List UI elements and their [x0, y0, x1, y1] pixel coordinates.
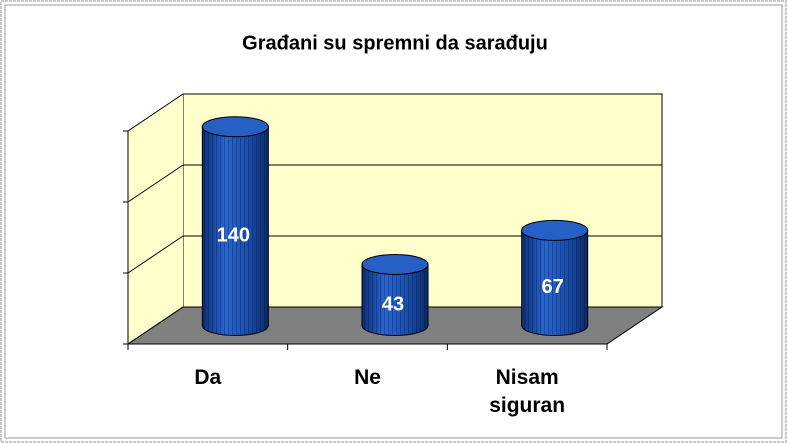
value-label: 43 [382, 293, 404, 315]
cylinder-stripes [202, 126, 269, 336]
cylinder: 43 [361, 253, 429, 336]
grid-line-side [127, 235, 184, 274]
side-wall [128, 94, 183, 344]
grid-line-side [127, 306, 184, 345]
value-label: 140 [217, 224, 250, 246]
plot-area: 140 43 67 [123, 93, 664, 350]
x-tick-label: Da [194, 366, 222, 389]
grid-line-side [127, 164, 184, 203]
x-tick-label: Ne [354, 366, 381, 389]
cylinder-top [201, 116, 269, 138]
cylinder-stripes [521, 230, 588, 336]
cylinder-top [361, 253, 429, 275]
cylinder-stripes [362, 264, 428, 336]
grid-line-side [127, 93, 184, 132]
x-tick-label: Nisam siguran [489, 366, 566, 417]
cylinder: 140 [201, 116, 269, 336]
value-label: 67 [542, 276, 564, 298]
cylinder: 67 [521, 219, 589, 336]
cylinder-top [521, 219, 589, 241]
chart-title: Građani su spremni da sarađuju [242, 32, 548, 54]
